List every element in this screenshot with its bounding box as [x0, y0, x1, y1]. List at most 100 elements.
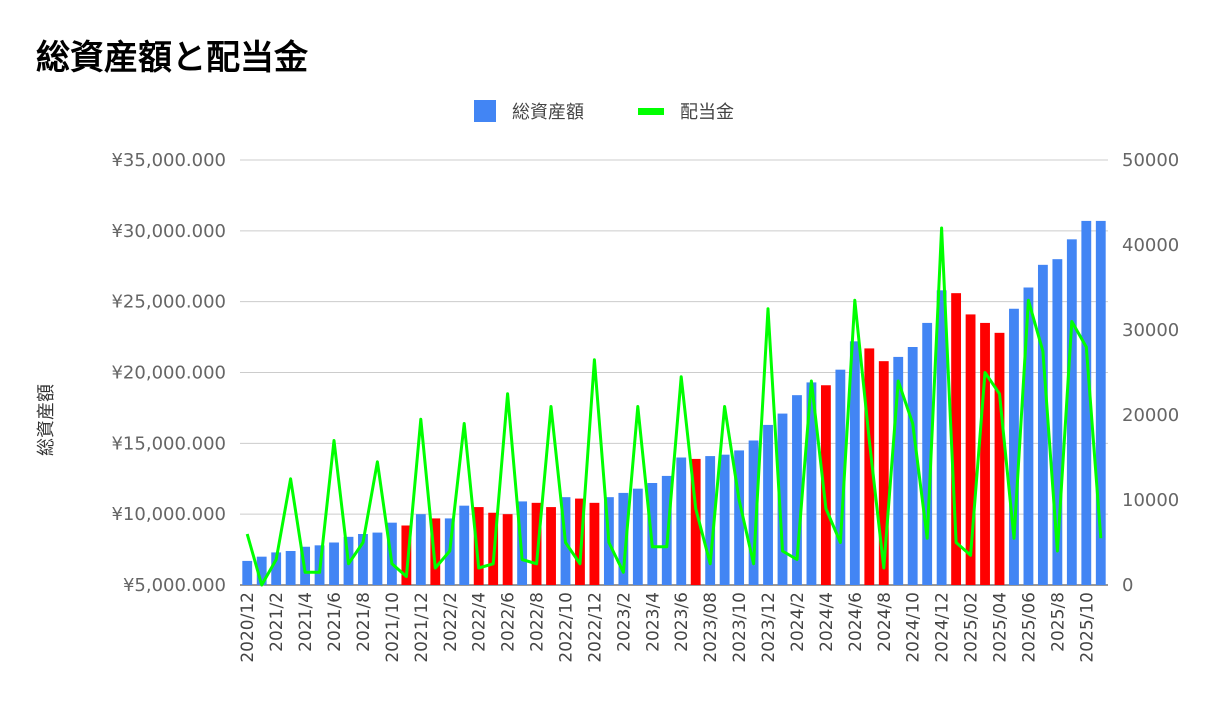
asset-bar: [878, 361, 889, 585]
asset-bar: [546, 507, 556, 585]
asset-bar: [1081, 220, 1092, 585]
asset-bar: [358, 534, 368, 585]
asset-bar: [430, 518, 441, 585]
asset-bar: [849, 341, 860, 585]
asset-bar: [748, 440, 759, 585]
asset-bar: [575, 498, 585, 585]
x-tick-label: 2025/04: [991, 592, 1011, 663]
x-tick-label: 2021/12: [412, 592, 432, 663]
y-tick-label: ¥15,000.000: [111, 433, 226, 454]
x-tick-label: 2022/12: [585, 592, 605, 663]
x-tick-label: 2022/6: [499, 592, 519, 652]
asset-bar: [806, 382, 817, 585]
asset-bar: [1009, 308, 1019, 585]
y2-tick-label: 10000: [1122, 490, 1179, 511]
chart-title: 総資産額と配当金: [36, 38, 308, 78]
x-tick-label: 2023/2: [614, 592, 634, 652]
asset-bar: [1095, 220, 1106, 585]
y2-tick-label: 50000: [1122, 150, 1179, 171]
asset-bar: [835, 369, 846, 585]
asset-bar: [1052, 259, 1063, 585]
x-tick-label: 2024/4: [817, 592, 837, 652]
y-tick-label: ¥5,000.000: [123, 575, 226, 596]
right-axis-ticks: 0 10000 20000 30000 40000 50000: [1122, 150, 1179, 596]
y2-tick-label: 30000: [1122, 320, 1179, 341]
x-tick-label: 2021/8: [354, 592, 374, 652]
dividend-line: [245, 226, 1103, 587]
x-tick-label: 2024/6: [846, 592, 866, 652]
asset-bar: [1023, 287, 1034, 585]
grid-lines: [240, 159, 1108, 586]
x-tick-label: 2022/4: [470, 592, 490, 652]
asset-bar: [980, 322, 990, 585]
asset-bar: [242, 560, 253, 585]
asset-bar: [502, 514, 513, 585]
dividend-line-group: [245, 226, 1103, 587]
asset-bar: [864, 348, 875, 585]
asset-bar: [285, 551, 296, 585]
asset-bar: [329, 542, 339, 585]
asset-bar: [632, 488, 643, 585]
x-tick-label: 2022/10: [557, 592, 577, 663]
asset-bar: [777, 413, 788, 585]
y-axis-title: 総資産額: [36, 384, 57, 456]
asset-bar: [690, 458, 701, 585]
y2-tick-label: 20000: [1122, 405, 1179, 426]
y-tick-label: ¥20,000.000: [111, 363, 226, 384]
asset-bar: [372, 532, 383, 585]
y-tick-label: ¥25,000.000: [111, 292, 226, 313]
x-tick-label: 2021/6: [325, 592, 345, 652]
legend: 総資産額 配当金: [474, 100, 734, 123]
x-tick-label: 2023/4: [643, 592, 663, 652]
x-tick-label: 2023/10: [730, 592, 750, 663]
legend-label-assets: 総資産額: [512, 102, 584, 123]
x-tick-label: 2021/4: [296, 592, 316, 652]
y-tick-label: ¥30,000.000: [111, 221, 226, 242]
x-tick-label: 2022/8: [528, 592, 548, 652]
y-tick-label: ¥10,000.000: [111, 504, 226, 525]
asset-bar: [705, 456, 716, 585]
asset-bar: [936, 290, 947, 585]
asset-bar: [922, 322, 933, 585]
asset-bar: [965, 314, 976, 585]
x-tick-label: 2023/08: [701, 592, 721, 663]
x-tick-label: 2021/10: [383, 592, 403, 663]
asset-bar: [1066, 239, 1077, 586]
asset-bar: [820, 385, 831, 585]
x-tick-label: 2024/8: [875, 592, 895, 652]
left-axis-ticks: ¥5,000.000 ¥10,000.000 ¥15,000.000 ¥20,000.…: [111, 150, 226, 596]
legend-label-dividends: 配当金: [680, 102, 734, 123]
asset-bar: [256, 556, 267, 585]
x-tick-label: 2025/10: [1077, 592, 1097, 663]
x-tick-label: 2025/02: [962, 592, 982, 663]
x-tick-label: 2023/12: [759, 592, 779, 663]
asset-bar: [401, 525, 412, 585]
y-tick-label: ¥35,000.000: [111, 150, 226, 171]
asset-bar: [734, 450, 745, 585]
asset-bar: [763, 424, 773, 585]
x-axis-ticks: 2020/12 2021/2 2021/4 2021/6 2021/8 2021/10 20…: [238, 592, 1097, 663]
asset-bar: [459, 505, 470, 585]
x-tick-label: 2022/2: [441, 592, 461, 652]
asset-bar: [994, 332, 1005, 585]
asset-bar: [1037, 264, 1048, 585]
asset-bar: [271, 552, 282, 585]
asset-bar: [415, 514, 426, 585]
asset-bar: [589, 502, 600, 585]
x-tick-label: 2024/10: [904, 592, 924, 663]
y2-tick-label: 40000: [1122, 235, 1179, 256]
asset-bars: [242, 220, 1106, 586]
asset-bar: [618, 492, 629, 585]
x-tick-label: 2025/06: [1019, 592, 1039, 663]
asset-bar: [719, 454, 730, 585]
asset-bar: [893, 356, 904, 585]
x-tick-label: 2021/2: [267, 592, 287, 652]
asset-bar: [951, 293, 962, 585]
x-tick-label: 2020/12: [238, 592, 258, 663]
y2-tick-label: 0: [1122, 575, 1133, 596]
asset-bar: [531, 502, 542, 585]
legend-swatch-dividends: [638, 108, 664, 115]
asset-bar: [676, 457, 687, 585]
x-tick-label: 2024/2: [788, 592, 808, 652]
